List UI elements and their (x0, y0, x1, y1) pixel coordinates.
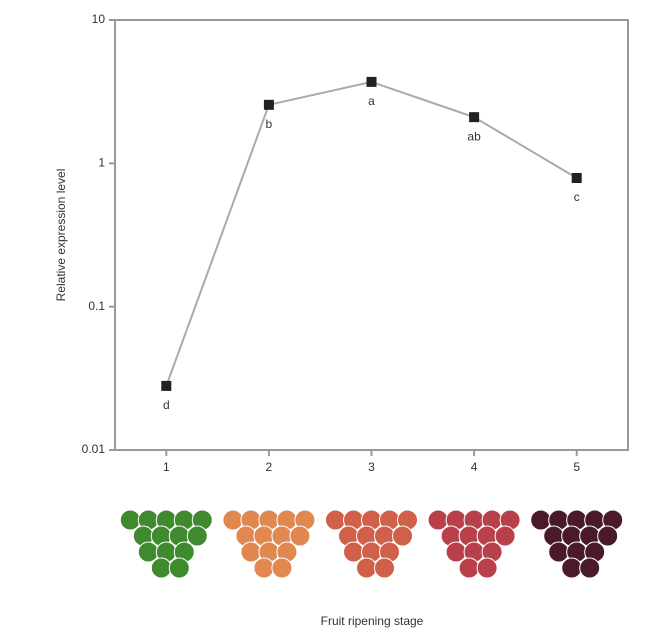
grape-berry (446, 542, 466, 562)
grape-berry (151, 558, 171, 578)
grape-berry (495, 526, 515, 546)
grape-berry (477, 558, 497, 578)
significance-label: d (163, 398, 170, 412)
y-tick-label: 10 (92, 12, 106, 26)
data-point (367, 77, 377, 87)
significance-label: b (266, 117, 273, 131)
grape-berry (187, 526, 207, 546)
grape-image (428, 510, 520, 578)
data-point (264, 100, 274, 110)
grape-berry (344, 542, 364, 562)
x-tick-label: 5 (573, 460, 580, 474)
grape-image (531, 510, 623, 578)
y-axis-label: Relative expression level (54, 169, 68, 302)
x-tick-label: 2 (266, 460, 273, 474)
series-line (166, 82, 576, 386)
grape-berry (598, 526, 618, 546)
data-point (469, 112, 479, 122)
grape-berry (375, 558, 395, 578)
x-tick-label: 4 (471, 460, 478, 474)
grape-berry (254, 558, 274, 578)
x-tick-label: 1 (163, 460, 170, 474)
grape-berry (241, 542, 261, 562)
y-tick-label: 1 (98, 156, 105, 170)
grape-image (223, 510, 315, 578)
significance-label: ab (467, 129, 481, 143)
y-tick-label: 0.1 (88, 299, 105, 313)
grape-berry (357, 558, 377, 578)
data-point (161, 381, 171, 391)
grape-berry (272, 558, 292, 578)
grape-berry (138, 542, 158, 562)
grape-berry (120, 510, 140, 530)
grape-berry (326, 510, 346, 530)
grape-berry (290, 526, 310, 546)
grape-image (326, 510, 418, 578)
grape-berry (223, 510, 243, 530)
x-tick-label: 3 (368, 460, 375, 474)
grape-berry (393, 526, 413, 546)
grape-berry (580, 558, 600, 578)
data-point (572, 173, 582, 183)
grape-berry (428, 510, 448, 530)
grape-berry (562, 558, 582, 578)
grape-image (120, 510, 212, 578)
significance-label: c (574, 190, 580, 204)
grape-berry (169, 558, 189, 578)
significance-label: a (368, 94, 375, 108)
grape-berry (549, 542, 569, 562)
chart: Fruit ripening stage Relative expression… (0, 0, 654, 638)
x-axis-label: Fruit ripening stage (321, 614, 424, 628)
grape-berry (531, 510, 551, 530)
grape-berry (459, 558, 479, 578)
y-tick-label: 0.01 (82, 442, 106, 456)
